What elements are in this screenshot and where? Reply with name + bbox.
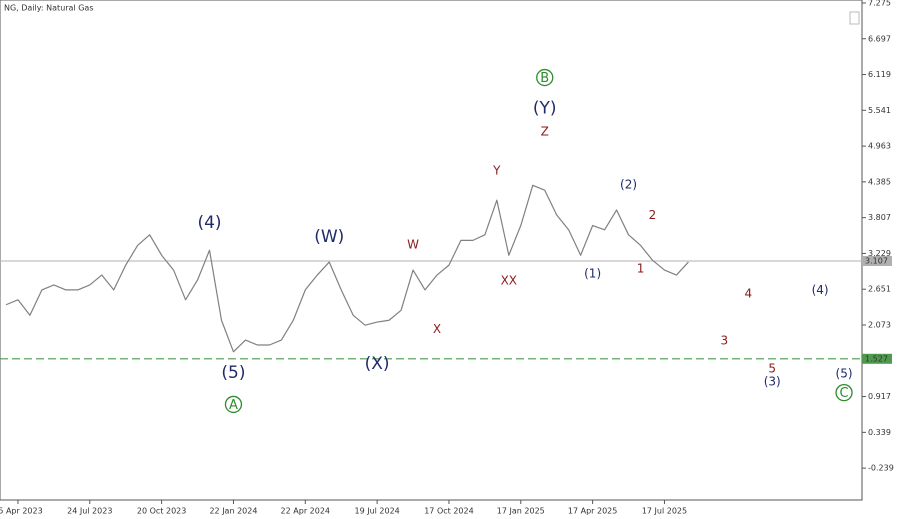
x-tick-label: 22 Jan 2024 — [209, 507, 257, 516]
wave-label: (X) — [365, 354, 390, 374]
wave-label: (4) — [197, 213, 221, 233]
wave-label: (W) — [314, 227, 344, 247]
support-box — [862, 353, 892, 364]
y-tick-label: 2.073 — [868, 320, 891, 329]
wave-label: (4) — [812, 283, 829, 297]
wave-circle — [224, 395, 243, 414]
wave-label: X — [433, 322, 441, 336]
wave-label: B — [540, 71, 549, 86]
y-tick-label: 6.697 — [868, 34, 891, 43]
current-price-label: 3.107 — [865, 256, 888, 265]
y-tick-label: 4.963 — [868, 142, 891, 151]
wave-label: (1) — [584, 267, 601, 281]
y-tick-label: 3.229 — [868, 249, 891, 258]
y-tick-label: -0.239 — [868, 464, 894, 473]
x-tick-label: 19 Jul 2024 — [354, 507, 399, 516]
y-tick-label: 2.651 — [868, 285, 891, 294]
y-tick-label: 3.807 — [868, 213, 891, 222]
y-tick-label: 6.119 — [868, 70, 891, 79]
wave-label: W — [407, 238, 419, 252]
wave-circle — [536, 68, 554, 87]
x-tick-label: 22 Apr 2024 — [281, 507, 330, 516]
wave-label: (5) — [836, 366, 853, 380]
y-tick-label: 4.385 — [868, 177, 891, 186]
wave-label: (5) — [221, 363, 245, 383]
wave-label: 3 — [720, 334, 728, 348]
y-tick-label: 0.339 — [868, 428, 891, 437]
wave-label: (3) — [764, 374, 781, 388]
chart-title: NG, Daily: Natural Gas — [4, 4, 94, 13]
wave-label: XX — [501, 273, 517, 287]
x-tick-label: 24 Jul 2023 — [67, 507, 112, 516]
wave-label: (Y) — [533, 98, 557, 118]
plot-frame — [0, 0, 863, 501]
wave-label: A — [229, 398, 238, 413]
wave-label: Y — [492, 163, 501, 177]
x-tick-label: 17 Jan 2025 — [497, 507, 545, 516]
wave-label: Z — [541, 124, 549, 138]
wave-label: 2 — [649, 208, 657, 222]
wave-label: 5 — [768, 361, 776, 375]
price-line — [5, 184, 689, 353]
wave-label: 4 — [744, 286, 752, 300]
x-tick-label: 20 Oct 2023 — [137, 507, 186, 516]
x-tick-label: 17 Jul 2025 — [642, 507, 687, 516]
x-tick-label: 17 Oct 2024 — [424, 507, 473, 516]
support-label: 1.527 — [865, 354, 888, 363]
y-tick-label: 5.541 — [868, 106, 891, 115]
wave-label: (2) — [620, 178, 637, 192]
x-tick-label: 17 Apr 2025 — [568, 507, 617, 516]
y-tick-label: 0.917 — [868, 392, 891, 401]
wave-label: C — [840, 386, 849, 401]
wave-circle — [835, 384, 853, 402]
current-price-box — [862, 255, 892, 266]
x-tick-label: 25 Apr 2023 — [0, 507, 43, 516]
info-icon[interactable] — [849, 11, 860, 25]
y-tick-label: 7.275 — [868, 0, 891, 7]
wave-label: 1 — [637, 262, 645, 276]
